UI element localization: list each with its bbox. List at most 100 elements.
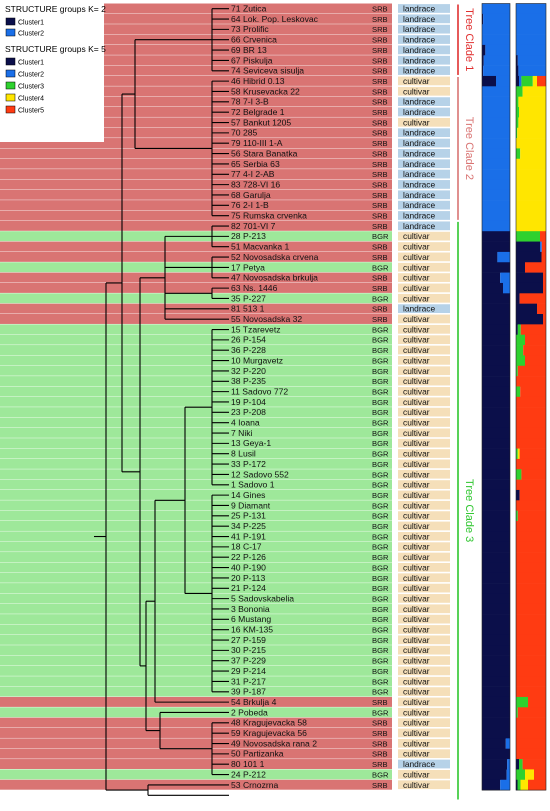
accession-label: 53 Crnozrna <box>231 780 279 790</box>
type-box <box>398 293 450 303</box>
row-background <box>0 634 392 645</box>
row-background <box>0 759 392 769</box>
accession-label: 35 P-227 <box>231 293 266 303</box>
k5-bar-segment <box>517 779 521 791</box>
k5-bar-segment <box>516 210 546 222</box>
country-code: SRB <box>372 212 388 221</box>
type-label: cultivar <box>403 242 430 252</box>
k2-bar-segment <box>482 75 496 87</box>
type-label: cultivar <box>403 355 430 365</box>
k5-bar-segment <box>516 314 543 325</box>
country-code: SRB <box>372 222 388 231</box>
type-box <box>398 635 450 645</box>
type-box <box>398 428 450 438</box>
k2-bar-segment <box>482 521 510 532</box>
k2-bar-segment <box>485 44 510 56</box>
k2-bar-segment <box>482 531 510 542</box>
k2-bar-segment <box>482 189 510 201</box>
type-box <box>398 521 450 531</box>
k5-bar-segment <box>516 448 518 460</box>
legend-k5-label-cluster4: Cluster4 <box>18 96 44 103</box>
k2-bar-segment <box>482 489 510 501</box>
k5-bar-segment <box>540 241 542 253</box>
type-box <box>398 583 450 593</box>
type-label: cultivar <box>403 780 430 790</box>
row-background <box>0 738 392 749</box>
accession-label: 15 Tzarevetz <box>231 324 281 334</box>
k2-bar-segment <box>482 386 510 398</box>
row-background <box>0 251 392 262</box>
k5-bar-segment <box>516 293 520 304</box>
accession-label: 13 Geya-1 <box>231 438 271 448</box>
k2-bar-segment <box>482 655 510 667</box>
k5-bar-segment <box>525 334 546 346</box>
country-code: SRB <box>372 56 388 65</box>
country-code: BGR <box>372 263 389 272</box>
type-box <box>398 469 450 479</box>
type-label: cultivar <box>403 438 430 448</box>
type-box <box>398 697 450 707</box>
k2-bar-segment <box>482 355 510 367</box>
type-box <box>398 180 450 189</box>
country-code: BGR <box>372 594 389 603</box>
country-code: SRB <box>372 46 388 55</box>
country-code: BGR <box>372 336 389 345</box>
k5-bar-segment <box>516 107 519 118</box>
row-background <box>0 593 392 604</box>
type-label: landrace <box>403 66 435 76</box>
accession-label: 19 P-104 <box>231 397 266 407</box>
k2-bar-segment <box>482 707 510 718</box>
type-label: landrace <box>403 200 435 210</box>
k2-bar-segment <box>483 65 510 77</box>
country-code: SRB <box>372 305 388 314</box>
country-code: BGR <box>372 481 389 490</box>
type-label: cultivar <box>403 345 430 355</box>
type-label: cultivar <box>403 562 430 572</box>
type-label: cultivar <box>403 625 430 635</box>
country-code: BGR <box>372 408 389 417</box>
k5-bar-segment <box>516 376 546 387</box>
type-box <box>398 252 450 262</box>
k2-bar-segment <box>482 127 510 139</box>
k2-bar-segment <box>482 696 510 708</box>
k5-bar-segment <box>517 365 546 377</box>
row-background <box>0 138 392 148</box>
type-box <box>398 614 450 624</box>
k2-bar-segment <box>482 665 510 677</box>
country-code: SRB <box>372 129 388 138</box>
k5-bar-segment <box>516 13 546 25</box>
accession-label: 72 Belgrade 1 <box>231 107 285 117</box>
row-background <box>0 645 392 656</box>
accession-label: 20 P-113 <box>231 573 265 583</box>
type-label: cultivar <box>403 480 430 490</box>
row-background <box>0 510 392 521</box>
country-code: SRB <box>372 15 388 24</box>
k5-bar-segment <box>516 562 546 574</box>
legend-k5-label-cluster1: Cluster1 <box>18 60 44 67</box>
k5-bar-segment <box>516 748 546 760</box>
k5-bar-segment <box>525 262 546 273</box>
accession-label: 2 Pobeda <box>231 707 268 717</box>
k2-bar-segment <box>482 438 510 449</box>
country-code: BGR <box>372 377 389 386</box>
k2-bar-segment <box>482 107 510 118</box>
k5-bar-segment <box>516 148 521 160</box>
accession-label: 14 Gines <box>231 490 265 500</box>
k2-bar-segment <box>482 24 510 35</box>
k5-bar-segment <box>537 303 546 315</box>
country-code: SRB <box>372 750 388 759</box>
k2-bar-segment <box>500 272 510 284</box>
country-code: SRB <box>372 191 388 200</box>
accession-label: 51 Macvanka 1 <box>231 242 290 252</box>
k2-bar-segment <box>482 396 510 408</box>
k5-bar-segment <box>516 479 546 491</box>
row-background <box>0 728 392 738</box>
type-box <box>398 707 450 717</box>
k5-bar-segment <box>519 293 546 304</box>
country-code: SRB <box>372 719 388 728</box>
k2-bar-segment <box>497 251 510 263</box>
type-label: cultivar <box>403 666 430 676</box>
type-box <box>398 4 450 13</box>
k2-bar-segment <box>482 86 510 97</box>
